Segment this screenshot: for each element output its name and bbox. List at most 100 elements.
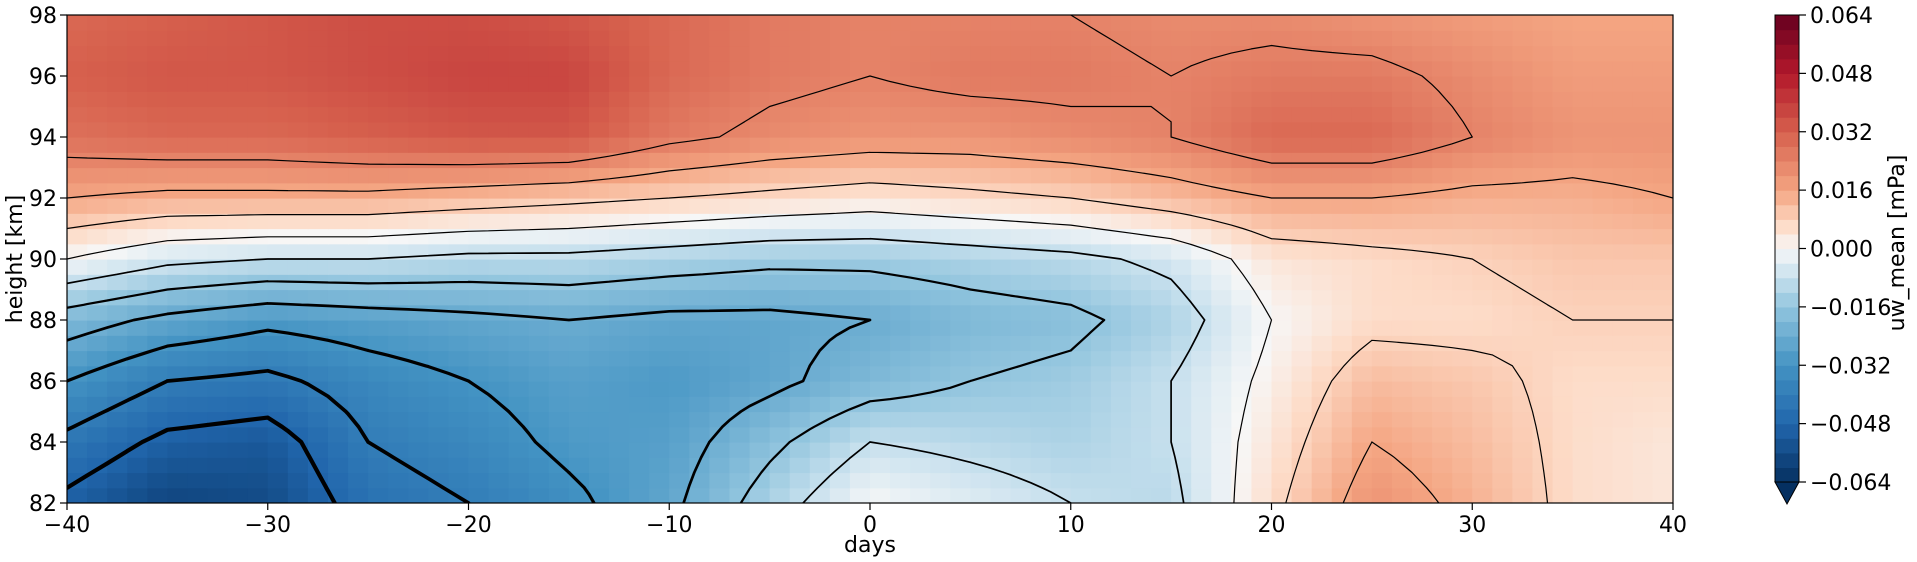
- heatmap-cell: [910, 259, 931, 275]
- heatmap-cell: [508, 106, 530, 123]
- heatmap-cell: [1110, 30, 1132, 47]
- heatmap-cell: [970, 15, 992, 31]
- heatmap-cell: [1050, 304, 1072, 321]
- heatmap-cell: [829, 381, 851, 397]
- heatmap-cell: [408, 152, 429, 169]
- heatmap-cell: [1452, 137, 1473, 153]
- heatmap-cell: [849, 30, 871, 47]
- heatmap-cell: [1391, 381, 1413, 397]
- heatmap-cell: [1532, 304, 1554, 321]
- heatmap-cell: [1070, 213, 1092, 230]
- heatmap-cell: [769, 289, 791, 306]
- heatmap-cell: [1010, 381, 1032, 397]
- heatmap-cell: [789, 182, 811, 199]
- heatmap-cell: [769, 274, 791, 291]
- heatmap-cell: [508, 137, 530, 153]
- heatmap-cell: [1130, 228, 1152, 245]
- heatmap-cell: [147, 91, 168, 108]
- heatmap-cell: [1331, 121, 1353, 138]
- heatmap-cell: [227, 45, 249, 62]
- heatmap-cell: [1472, 289, 1493, 306]
- heatmap-cell: [267, 243, 289, 260]
- heatmap-cell: [67, 167, 88, 184]
- heatmap-cell: [1632, 350, 1654, 367]
- heatmap-cell: [1512, 487, 1534, 503]
- heatmap-cell: [829, 106, 851, 123]
- heatmap-cell: [1371, 137, 1393, 153]
- heatmap-cell: [950, 335, 971, 352]
- heatmap-cell: [147, 243, 168, 260]
- heatmap-cell: [568, 30, 590, 47]
- heatmap-cell: [368, 411, 389, 428]
- heatmap-cell: [1090, 442, 1112, 458]
- heatmap-cell: [548, 228, 570, 245]
- heatmap-cell: [649, 167, 670, 184]
- heatmap-cell: [167, 320, 189, 336]
- heatmap-cell: [749, 381, 771, 397]
- heatmap-cell: [849, 137, 871, 153]
- heatmap-cell: [1211, 106, 1232, 123]
- heatmap-cell: [1151, 121, 1172, 138]
- heatmap-cell: [890, 396, 911, 413]
- heatmap-cell: [508, 30, 530, 47]
- heatmap-cell: [629, 76, 650, 92]
- heatmap-cell: [1652, 381, 1673, 397]
- heatmap-cell: [1331, 274, 1353, 291]
- heatmap-cell: [1512, 426, 1534, 443]
- heatmap-cell: [1331, 487, 1353, 503]
- heatmap-cell: [789, 274, 811, 291]
- heatmap-cell: [1070, 15, 1092, 31]
- heatmap-cell: [1552, 289, 1574, 306]
- heatmap-cell: [187, 381, 209, 397]
- heatmap-cell: [1211, 320, 1232, 336]
- heatmap-cell: [1612, 335, 1634, 352]
- heatmap-cell: [1492, 426, 1513, 443]
- heatmap-cell: [829, 15, 851, 31]
- colorbar-band: [1775, 117, 1799, 133]
- heatmap-cell: [307, 243, 329, 260]
- heatmap-cell: [1311, 320, 1333, 336]
- heatmap-cell: [1191, 396, 1212, 413]
- heatmap-cell: [1050, 45, 1072, 62]
- heatmap-cell: [890, 91, 911, 108]
- heatmap-cell: [1010, 304, 1032, 321]
- heatmap-cell: [1291, 457, 1313, 474]
- heatmap-cell: [127, 396, 148, 413]
- heatmap-cell: [348, 487, 369, 503]
- heatmap-cell: [287, 411, 309, 428]
- heatmap-cell: [187, 320, 209, 336]
- heatmap-cell: [649, 106, 670, 123]
- heatmap-cell: [1371, 228, 1393, 245]
- heatmap-cell: [649, 152, 670, 169]
- heatmap-cell: [930, 76, 951, 92]
- heatmap-cell: [408, 228, 429, 245]
- heatmap-cell: [528, 76, 550, 92]
- heatmap-cell: [930, 426, 951, 443]
- heatmap-cell: [1130, 442, 1152, 458]
- heatmap-cell: [307, 487, 329, 503]
- heatmap-cell: [428, 259, 450, 275]
- heatmap-cell: [1612, 15, 1634, 31]
- heatmap-cell: [67, 45, 88, 62]
- heatmap-cell: [1432, 442, 1453, 458]
- heatmap-cell: [1030, 411, 1052, 428]
- heatmap-cell: [107, 243, 128, 260]
- heatmap-cell: [669, 442, 690, 458]
- heatmap-cell: [548, 274, 570, 291]
- heatmap-cell: [408, 472, 429, 489]
- heatmap-cell: [528, 350, 550, 367]
- heatmap-cell: [709, 91, 731, 108]
- heatmap-cell: [227, 457, 249, 474]
- heatmap-cell: [588, 182, 610, 199]
- heatmap-cell: [187, 426, 209, 443]
- heatmap-cell: [1552, 121, 1574, 138]
- heatmap-cell: [1592, 243, 1614, 260]
- heatmap-cell: [227, 121, 249, 138]
- heatmap-cell: [207, 213, 229, 230]
- heatmap-cell: [1612, 442, 1634, 458]
- heatmap-cell: [1512, 213, 1534, 230]
- heatmap-cell: [247, 60, 269, 77]
- heatmap-cell: [428, 167, 450, 184]
- heatmap-cell: [1271, 442, 1293, 458]
- heatmap-cell: [709, 442, 731, 458]
